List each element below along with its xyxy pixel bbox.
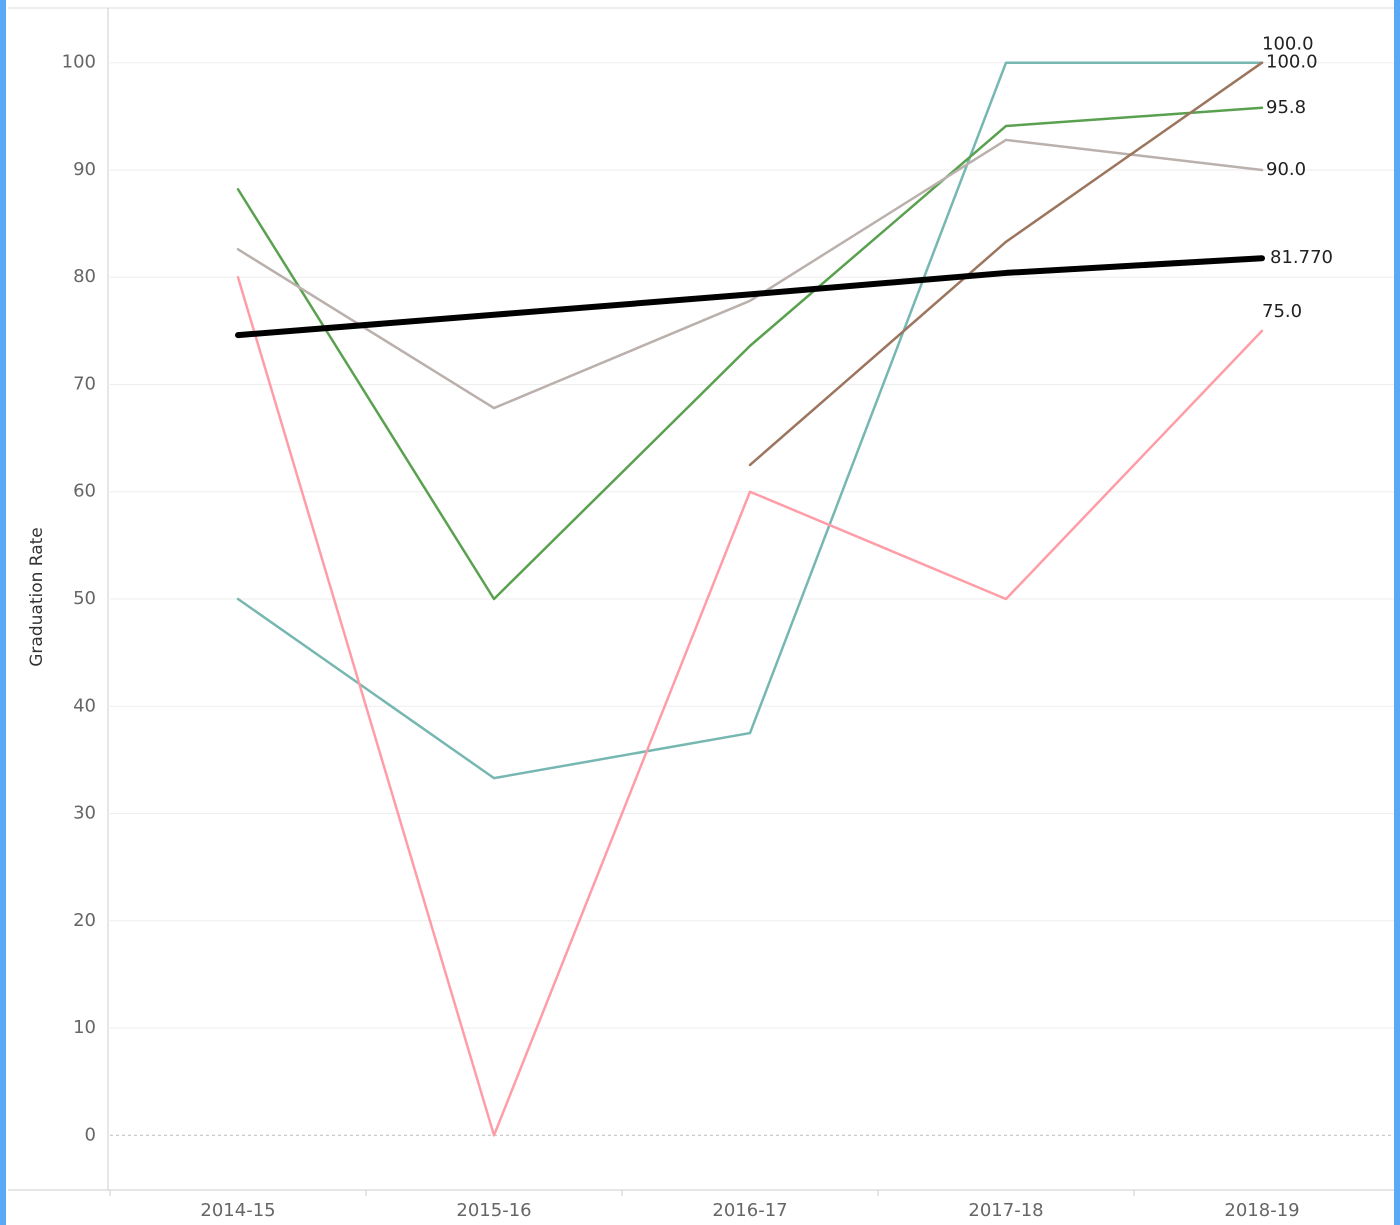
- y-tick-label: 60: [73, 481, 96, 502]
- y-tick-label: 90: [73, 159, 96, 180]
- y-tick-label: 100: [62, 52, 96, 73]
- y-tick-label: 20: [73, 910, 96, 931]
- series-line: [236, 275, 1264, 1137]
- y-tick-label: 80: [73, 266, 96, 287]
- data-label: 90.0: [1266, 159, 1306, 180]
- x-tick-label: 2017-18: [968, 1200, 1043, 1221]
- data-label: 81.770: [1270, 247, 1333, 268]
- data-label: 95.8: [1266, 97, 1306, 118]
- y-tick-label: 70: [73, 373, 96, 394]
- series-line: [236, 106, 1264, 601]
- y-tick-label: 10: [73, 1017, 96, 1038]
- y-tick-label: 0: [85, 1124, 96, 1145]
- data-label: 75.0: [1262, 301, 1302, 322]
- right-border: [1394, 0, 1400, 1225]
- series-line: [236, 138, 1264, 410]
- x-tick-label: 2018-19: [1224, 1200, 1299, 1221]
- left-border: [0, 0, 6, 1225]
- series-line: [748, 61, 1264, 467]
- series-line: [235, 255, 1265, 339]
- data-label: 100.0: [1266, 52, 1318, 73]
- x-tick-label: 2015-16: [456, 1200, 531, 1221]
- series-line: [236, 61, 1264, 780]
- x-tick-label: 2016-17: [712, 1200, 787, 1221]
- y-tick-label: 30: [73, 803, 96, 824]
- y-tick-label: 40: [73, 695, 96, 716]
- y-tick-label: 50: [73, 588, 96, 609]
- x-axis-ticks: [109, 1190, 1135, 1196]
- x-tick-label: 2014-15: [200, 1200, 275, 1221]
- y-axis-title: Graduation Rate: [27, 527, 47, 667]
- data-label: 100.0: [1262, 34, 1314, 55]
